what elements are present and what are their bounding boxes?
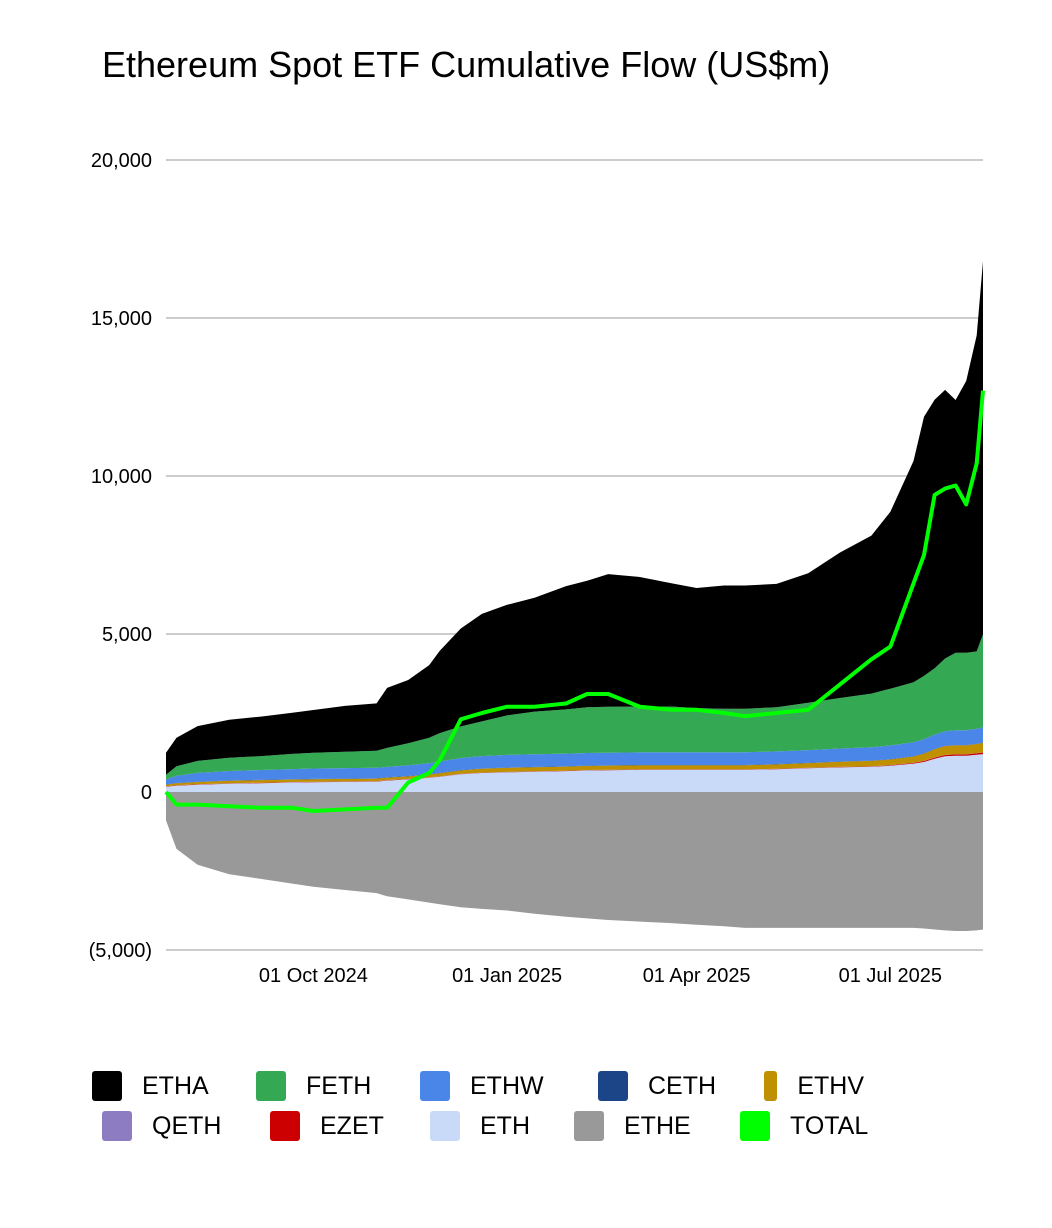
x-axis: 01 Oct 2024 01 Jan 2025 01 Apr 2025 01 Jul … (259, 965, 942, 987)
legend-item-eth: ETH (430, 1111, 574, 1141)
y-tick-label: 10,000 (91, 466, 152, 488)
legend-swatch (256, 1071, 286, 1101)
x-tick-label: 01 Jan 2025 (452, 965, 562, 987)
legend-item-ethe: ETHE (574, 1111, 740, 1141)
y-tick-label: 0 (141, 782, 152, 804)
legend-label: ETH (480, 1111, 530, 1140)
legend-label: EZET (320, 1111, 384, 1140)
chart-title: Ethereum Spot ETF Cumulative Flow (US$m) (102, 44, 831, 85)
legend-swatch (270, 1111, 300, 1141)
x-tick-label: 01 Jul 2025 (839, 965, 942, 987)
legend-swatch (740, 1111, 770, 1141)
y-tick-label: 15,000 (91, 308, 152, 330)
legend: ETHA FETH ETHW CETH ETHV QETH EZET ETH ETHE TOTA… (92, 1066, 992, 1146)
area-ethv (166, 742, 983, 787)
area-feth (166, 634, 983, 780)
legend-item-qeth: QETH (102, 1111, 270, 1141)
y-axis: 20,000 15,000 10,000 5,000 0 (5,000) (89, 150, 152, 962)
legend-item-ceth: CETH (598, 1071, 764, 1101)
chart-plot: 20,000 15,000 10,000 5,000 0 (5,000) 01 Oct 2… (89, 150, 985, 987)
legend-label: FETH (306, 1071, 372, 1100)
legend-item-total: TOTAL (740, 1111, 880, 1141)
legend-item-ethv: ETHV (764, 1071, 864, 1101)
legend-item-ezet: EZET (270, 1111, 430, 1141)
line-total (164, 390, 985, 813)
area-ethw (166, 727, 983, 785)
line-series (164, 390, 985, 813)
y-tick-label: 5,000 (102, 624, 152, 646)
legend-swatch (598, 1071, 628, 1101)
legend-row: QETH EZET ETH ETHE TOTAL (92, 1106, 992, 1146)
legend-swatch (574, 1111, 604, 1141)
y-tick-label: (5,000) (89, 940, 152, 962)
legend-label: ETHV (797, 1071, 864, 1100)
legend-item-ethw: ETHW (420, 1071, 598, 1101)
legend-swatch (430, 1111, 460, 1141)
legend-label: TOTAL (790, 1111, 869, 1140)
x-tick-label: 01 Oct 2024 (259, 965, 368, 987)
legend-label: ETHA (142, 1071, 209, 1100)
legend-label: QETH (152, 1111, 222, 1140)
area-ceth (166, 742, 983, 785)
area-ezet (166, 752, 983, 787)
legend-swatch (420, 1071, 450, 1101)
legend-swatch (92, 1071, 122, 1101)
legend-swatch (764, 1071, 778, 1101)
area-etha (166, 261, 983, 775)
y-tick-label: 20,000 (91, 150, 152, 172)
legend-label: ETHE (624, 1111, 691, 1140)
legend-item-etha: ETHA (92, 1071, 256, 1101)
area-ethe (166, 792, 983, 931)
area-series (166, 261, 983, 931)
x-tick-label: 01 Apr 2025 (643, 965, 751, 987)
legend-label: CETH (648, 1071, 717, 1100)
legend-swatch (102, 1111, 132, 1141)
legend-row: ETHA FETH ETHW CETH ETHV (92, 1066, 992, 1106)
area-eth (166, 754, 983, 792)
legend-label: ETHW (470, 1071, 544, 1100)
legend-item-feth: FETH (256, 1071, 420, 1101)
